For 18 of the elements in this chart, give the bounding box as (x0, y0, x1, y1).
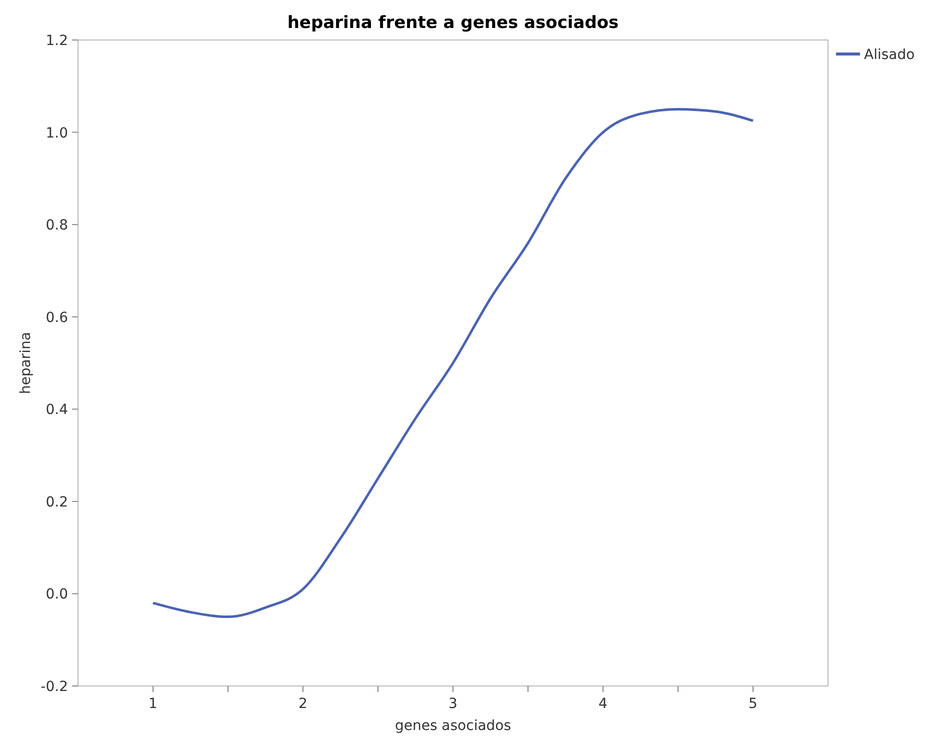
legend-label: Alisado (864, 47, 915, 63)
x-axis-title: genes asociados (394, 718, 512, 734)
y-tick-label: 1.2 (46, 33, 68, 49)
y-tick-label: 0.4 (46, 402, 68, 418)
line-series (152, 108, 754, 618)
y-tick-label: 0.0 (46, 586, 68, 603)
chart-title: heparina frente a genes asociados (287, 13, 619, 33)
x-tick-label: 5 (748, 696, 758, 712)
x-tick-label: 2 (298, 696, 308, 712)
x-tick-label: 4 (598, 696, 608, 712)
x-tick-label: 3 (448, 696, 458, 712)
y-tick-label: 1.0 (46, 125, 68, 142)
y-axis-title: heparina (18, 332, 34, 394)
y-tick-label: 0.8 (46, 218, 68, 234)
y-tick-label: -0.2 (40, 679, 68, 695)
y-tick-label: 0.6 (46, 310, 68, 326)
x-tick-label: 1 (148, 696, 158, 712)
y-tick-label: 0.2 (46, 494, 68, 510)
